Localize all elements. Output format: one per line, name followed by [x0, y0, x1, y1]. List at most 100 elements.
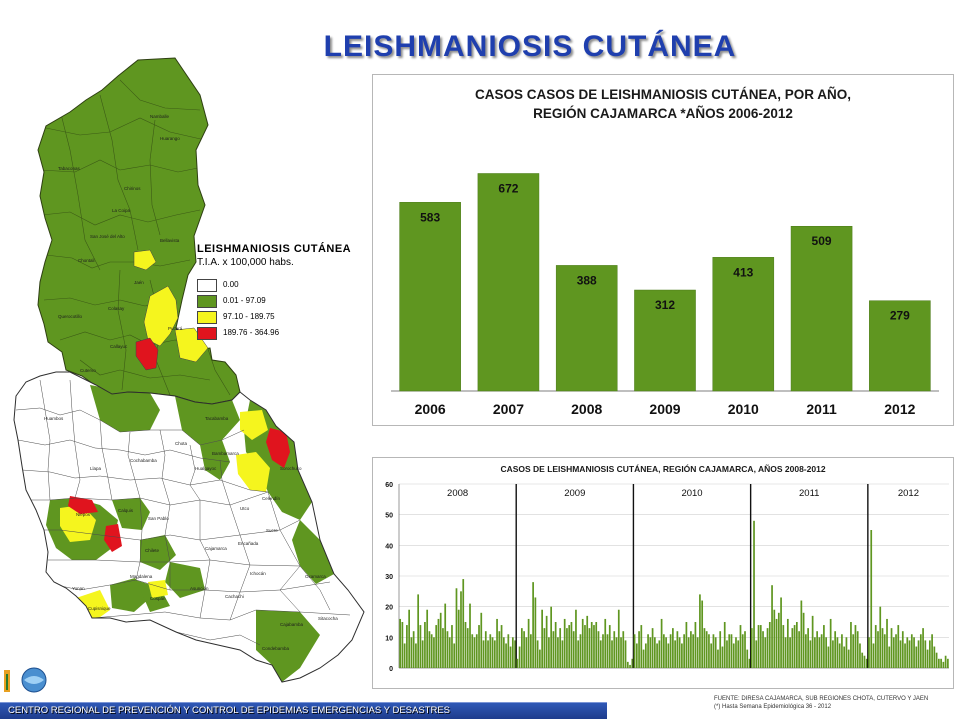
weekly-bar [629, 664, 631, 668]
weekly-bar [908, 640, 911, 668]
weekly-bar [721, 646, 724, 668]
weekly-bar [606, 634, 609, 668]
weekly-cases-chart-panel: CASOS DE LEISHMANIOSIS CUTÁNEA, REGIÓN C… [372, 457, 954, 689]
weekly-bar [870, 530, 873, 668]
weekly-bar [491, 637, 494, 668]
weekly-bar [809, 640, 812, 668]
weekly-bar [579, 634, 582, 668]
weekly-bar [777, 612, 780, 668]
weekly-bar [759, 625, 762, 668]
weekly-bar [863, 655, 866, 668]
weekly-period-label: 2010 [681, 488, 702, 499]
legend-swatch [197, 279, 217, 292]
weekly-bar [748, 658, 751, 668]
weekly-bar [500, 625, 503, 668]
weekly-bar [421, 640, 424, 668]
annual-bar [712, 257, 775, 392]
weekly-bar [469, 603, 471, 668]
weekly-bar [665, 637, 667, 668]
weekly-bar [649, 637, 652, 668]
weekly-bar [818, 637, 821, 668]
map-label: Querocotillo [58, 314, 83, 319]
weekly-bar [829, 618, 832, 668]
weekly-bar [690, 631, 692, 668]
weekly-bar [732, 643, 735, 668]
weekly-bar [784, 637, 787, 668]
weekly-bar [694, 622, 697, 668]
weekly-bar [496, 618, 498, 668]
map-label: Asunción [190, 586, 209, 591]
weekly-bar [687, 637, 690, 668]
weekly-bar [676, 631, 679, 668]
weekly-bar [719, 631, 722, 668]
map-label: Ichocán [250, 571, 266, 576]
map-label: Chilete [145, 548, 160, 553]
weekly-bar [699, 594, 701, 668]
weekly-bar [561, 640, 564, 668]
map-label: Yonan [72, 586, 85, 591]
weekly-bar [859, 643, 861, 668]
annual-bar [634, 289, 696, 392]
weekly-bar [536, 640, 539, 668]
weekly-bar [557, 637, 559, 668]
weekly-bar [498, 631, 501, 668]
map-label: Callayuc [110, 344, 128, 349]
map-label: Bellavista [160, 238, 180, 243]
map-label: Chontali [78, 258, 95, 263]
weekly-period-label: 2009 [564, 488, 585, 499]
legend-item: 0.01 - 97.09 [197, 295, 397, 308]
weekly-bar [843, 646, 846, 668]
weekly-bar [608, 625, 611, 668]
weekly-bar [886, 618, 888, 668]
weekly-bar [865, 658, 868, 668]
weekly-bar [403, 643, 406, 668]
weekly-bar [527, 618, 530, 668]
weekly-y-tick-label: 60 [385, 482, 393, 489]
weekly-bar [640, 625, 643, 668]
weekly-bar [890, 628, 893, 668]
weekly-bar [935, 652, 938, 668]
weekly-bar [868, 637, 870, 668]
weekly-bar [487, 640, 489, 668]
annual-chart-title-line: CASOS CASOS DE LEISHMANIOSIS CUTÁNEA, PO… [474, 87, 852, 102]
weekly-bar [847, 649, 850, 668]
weekly-bar [520, 628, 523, 668]
weekly-bar [773, 609, 776, 668]
weekly-bar [568, 625, 571, 668]
map-label: Celendín [262, 496, 281, 501]
weekly-bar [642, 649, 645, 668]
weekly-bar [838, 643, 841, 668]
weekly-bar [681, 643, 683, 668]
map-label: Encañada [238, 541, 259, 546]
weekly-bar [737, 640, 740, 668]
weekly-bar [755, 640, 758, 668]
weekly-bar [638, 631, 640, 668]
weekly-bar [897, 625, 900, 668]
map-label: Cutervo [80, 368, 96, 373]
weekly-bar [823, 625, 825, 668]
weekly-bar [798, 631, 800, 668]
annual-bar [399, 202, 461, 392]
weekly-bar [613, 631, 616, 668]
weekly-bar [475, 634, 478, 668]
weekly-bar [401, 622, 404, 668]
weekly-bar [861, 652, 864, 668]
weekly-bar [446, 631, 449, 668]
legend-item: 189.76 - 364.96 [197, 327, 397, 340]
weekly-bar [482, 640, 485, 668]
weekly-bar [597, 631, 600, 668]
weekly-bar [466, 628, 469, 668]
weekly-bar [741, 634, 744, 668]
annual-bar-value-label: 583 [420, 210, 440, 224]
annual-year-tick-label: 2006 [415, 401, 446, 417]
weekly-bar [658, 640, 661, 668]
weekly-bar [453, 643, 456, 668]
weekly-bar [656, 643, 658, 668]
weekly-bar [464, 622, 467, 668]
weekly-y-tick-label: 40 [385, 543, 393, 550]
map-label: Niepos [76, 512, 91, 517]
weekly-bar [626, 661, 629, 668]
weekly-bar [800, 600, 803, 668]
legend-item: 0.00 [197, 279, 397, 292]
weekly-bar [552, 631, 555, 668]
